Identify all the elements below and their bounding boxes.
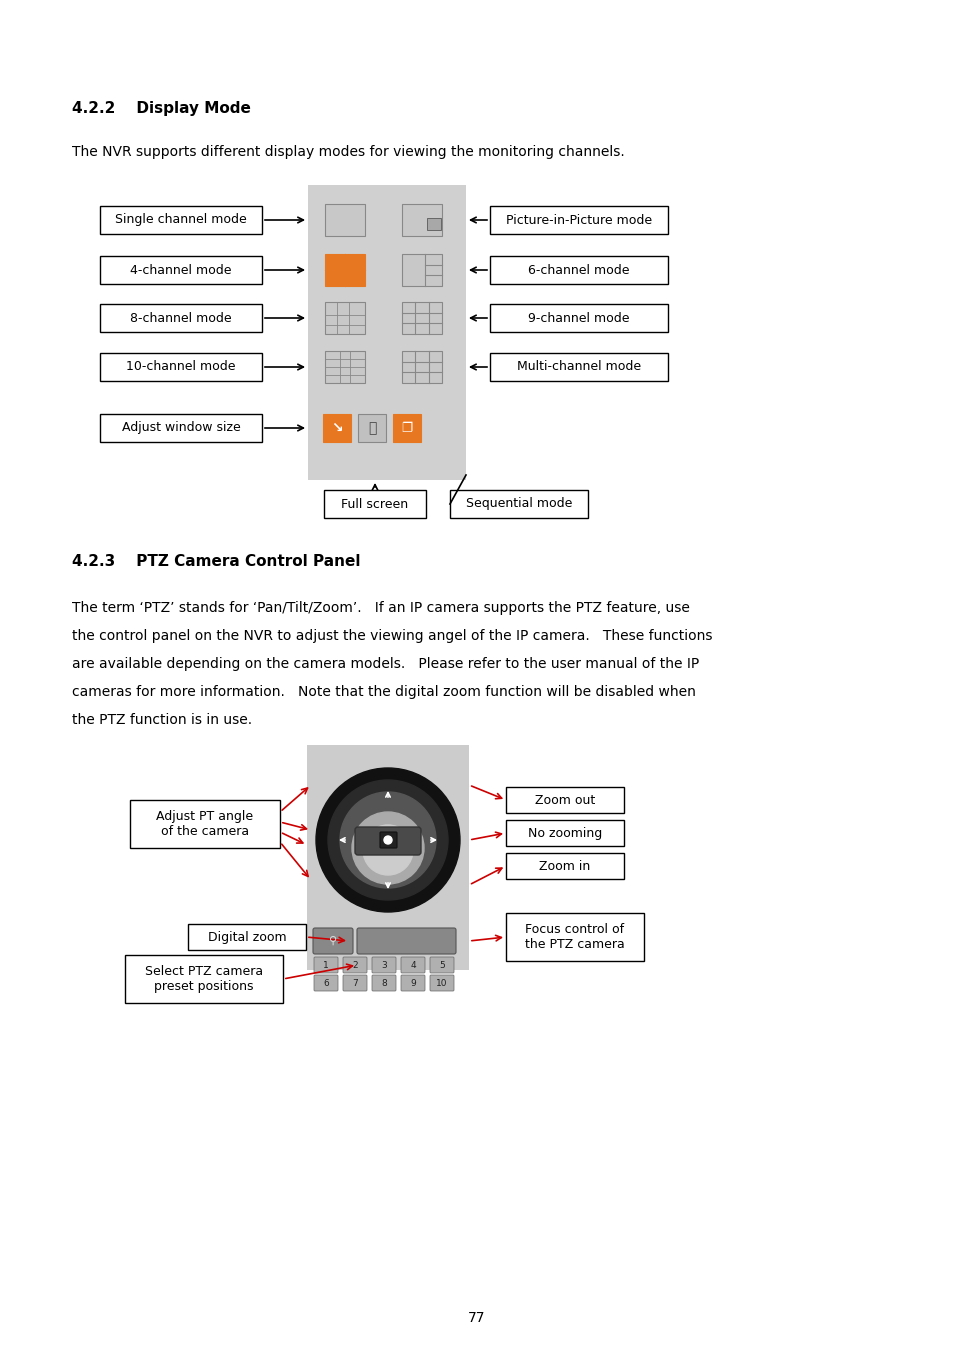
Text: 4: 4 [410,960,416,969]
FancyBboxPatch shape [427,217,440,230]
FancyBboxPatch shape [130,801,280,848]
FancyBboxPatch shape [324,490,426,518]
FancyBboxPatch shape [450,490,587,518]
Text: 2: 2 [352,960,357,969]
Text: 10-channel mode: 10-channel mode [126,360,235,374]
FancyBboxPatch shape [323,414,351,441]
FancyBboxPatch shape [188,923,306,950]
FancyBboxPatch shape [490,352,667,381]
FancyBboxPatch shape [490,304,667,332]
FancyBboxPatch shape [505,853,623,879]
Text: Zoom out: Zoom out [535,794,595,806]
Text: are available depending on the camera models.   Please refer to the user manual : are available depending on the camera mo… [71,657,699,671]
Text: Picture-in-Picture mode: Picture-in-Picture mode [505,213,652,227]
Text: 8: 8 [381,979,387,987]
FancyBboxPatch shape [400,957,424,973]
FancyBboxPatch shape [355,828,420,855]
FancyBboxPatch shape [100,207,262,234]
Circle shape [315,768,459,913]
Text: 4.2.2    Display Mode: 4.2.2 Display Mode [71,100,251,116]
Text: 1: 1 [323,960,329,969]
Text: Single channel mode: Single channel mode [115,213,247,227]
Text: 5: 5 [438,960,444,969]
FancyBboxPatch shape [430,957,454,973]
Circle shape [328,780,448,900]
Text: 4.2.3    PTZ Camera Control Panel: 4.2.3 PTZ Camera Control Panel [71,555,360,570]
FancyBboxPatch shape [401,351,441,383]
Text: The term ‘PTZ’ stands for ‘Pan/Tilt/Zoom’.   If an IP camera supports the PTZ fe: The term ‘PTZ’ stands for ‘Pan/Tilt/Zoom… [71,601,689,616]
Text: 9-channel mode: 9-channel mode [528,312,629,324]
FancyBboxPatch shape [314,957,337,973]
FancyBboxPatch shape [100,304,262,332]
FancyBboxPatch shape [372,975,395,991]
FancyBboxPatch shape [125,954,283,1003]
FancyBboxPatch shape [505,913,643,961]
Text: Full screen: Full screen [341,498,408,510]
Text: The NVR supports different display modes for viewing the monitoring channels.: The NVR supports different display modes… [71,144,624,159]
Text: 7: 7 [352,979,357,987]
Circle shape [363,825,413,875]
Text: ⛶: ⛶ [368,421,375,435]
Text: Zoom in: Zoom in [538,860,590,872]
Text: Adjust PT angle
of the camera: Adjust PT angle of the camera [156,810,253,838]
FancyBboxPatch shape [490,256,667,284]
Text: Adjust window size: Adjust window size [121,421,240,435]
FancyBboxPatch shape [400,975,424,991]
Text: ↘: ↘ [331,421,342,435]
Text: Multi-channel mode: Multi-channel mode [517,360,640,374]
Circle shape [339,792,436,888]
Circle shape [352,811,423,884]
Text: ❐: ❐ [401,421,413,435]
FancyBboxPatch shape [343,957,367,973]
FancyBboxPatch shape [401,204,441,236]
Text: the control panel on the NVR to adjust the viewing angel of the IP camera.   The: the control panel on the NVR to adjust t… [71,629,712,643]
FancyBboxPatch shape [490,207,667,234]
FancyBboxPatch shape [307,745,469,971]
FancyBboxPatch shape [313,927,353,954]
FancyBboxPatch shape [357,414,386,441]
FancyBboxPatch shape [308,185,465,481]
FancyBboxPatch shape [100,352,262,381]
FancyBboxPatch shape [401,302,441,333]
Text: 4-channel mode: 4-channel mode [131,263,232,277]
FancyBboxPatch shape [379,832,396,848]
FancyBboxPatch shape [325,254,365,286]
FancyBboxPatch shape [343,975,367,991]
FancyBboxPatch shape [356,927,456,954]
Text: 10: 10 [436,979,447,987]
FancyBboxPatch shape [325,351,365,383]
Text: the PTZ function is in use.: the PTZ function is in use. [71,713,252,728]
Text: 3: 3 [381,960,387,969]
FancyBboxPatch shape [325,204,365,236]
Text: 6: 6 [323,979,329,987]
Text: 8-channel mode: 8-channel mode [130,312,232,324]
FancyBboxPatch shape [505,787,623,813]
FancyBboxPatch shape [100,414,262,441]
FancyBboxPatch shape [505,819,623,846]
Text: Sequential mode: Sequential mode [465,498,572,510]
Text: Digital zoom: Digital zoom [208,930,286,944]
Text: cameras for more information.   Note that the digital zoom function will be disa: cameras for more information. Note that … [71,684,695,699]
FancyBboxPatch shape [401,254,441,286]
Circle shape [384,836,392,844]
Text: 6-channel mode: 6-channel mode [528,263,629,277]
Text: ⚲: ⚲ [329,936,336,946]
FancyBboxPatch shape [393,414,420,441]
FancyBboxPatch shape [372,957,395,973]
Text: Select PTZ camera
preset positions: Select PTZ camera preset positions [145,965,263,994]
Text: 77: 77 [468,1311,485,1324]
FancyBboxPatch shape [100,256,262,284]
Text: 9: 9 [410,979,416,987]
FancyBboxPatch shape [430,975,454,991]
Text: Focus control of
the PTZ camera: Focus control of the PTZ camera [524,923,624,950]
Text: No zooming: No zooming [527,826,601,840]
FancyBboxPatch shape [325,302,365,333]
FancyBboxPatch shape [314,975,337,991]
